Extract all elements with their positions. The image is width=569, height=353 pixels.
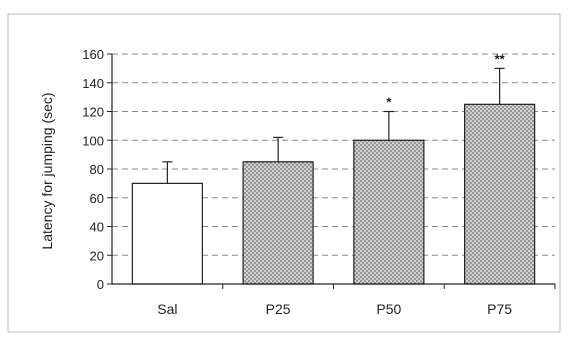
y-tick-label-80: 80 (90, 162, 104, 177)
x-tick-label-sal: Sal (157, 301, 177, 317)
y-tick-label-20: 20 (90, 248, 104, 263)
labels-layer: Latency for jumping (sec) 0 20 40 60 80 100 12… (39, 47, 512, 317)
y-axis-label: Latency for jumping (sec) (39, 92, 55, 249)
y-tick-label-160: 160 (82, 47, 104, 62)
y-tick-label-120: 120 (82, 105, 104, 120)
y-tick-label-0: 0 (97, 277, 104, 292)
y-tick-label-100: 100 (82, 133, 104, 148)
bar-p50 (353, 139, 425, 285)
chart-frame (7, 13, 561, 333)
significance-p75: ** (495, 51, 506, 66)
significance-p50: * (386, 95, 392, 110)
x-tick-label-p50: P50 (376, 301, 401, 317)
axes-layer (107, 53, 556, 289)
y-tick-label-140: 140 (82, 76, 104, 91)
bar-sal (131, 182, 203, 285)
bar-p75 (464, 103, 536, 285)
y-tick-label-60: 60 (90, 191, 104, 206)
y-tick-label-40: 40 (90, 220, 104, 235)
x-tick-label-p75: P75 (487, 301, 512, 317)
x-tick-label-p25: P25 (266, 301, 291, 317)
bars-layer (131, 67, 536, 285)
bar-p25 (242, 161, 314, 285)
